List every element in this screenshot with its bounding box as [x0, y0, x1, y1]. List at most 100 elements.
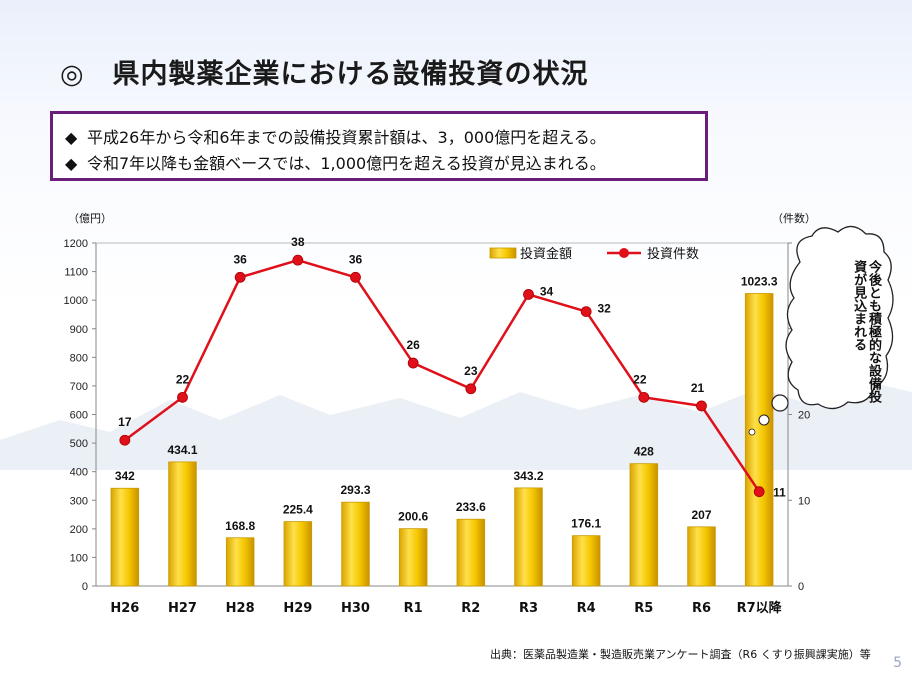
x-tick-label: H27	[168, 601, 197, 616]
bar	[225, 537, 255, 587]
line-value-label: 38	[291, 235, 305, 249]
bar	[168, 461, 197, 587]
left-tick-label: 500	[70, 438, 88, 450]
right-axis-unit: （件数）	[772, 212, 816, 225]
line-point	[407, 357, 419, 369]
x-tick-label: H30	[341, 601, 370, 616]
line-series	[119, 254, 765, 498]
line-value-label: 23	[464, 364, 478, 378]
bar	[283, 521, 313, 587]
left-tick-label: 400	[70, 467, 88, 479]
source-note: 出典：医薬品製造業・製造販売業アンケート調査（R6 くすり振興課実施）等	[490, 648, 871, 661]
bar	[687, 526, 716, 587]
line-value-label: 34	[540, 284, 554, 298]
left-tick-label: 800	[70, 352, 88, 364]
bar-value-label: 168.8	[225, 519, 255, 533]
line-value-label: 32	[597, 302, 611, 316]
diamond-icon: ◆	[65, 128, 78, 147]
left-tick-label: 100	[70, 552, 88, 564]
bubble-text: 今後とも積極的な設備投資が見込まれる	[851, 260, 881, 403]
bar-value-label: 233.6	[456, 500, 486, 514]
page-title: ◎ 県内製薬企業における設備投資の状況	[60, 59, 589, 90]
mountain-backdrop	[0, 380, 912, 470]
bar	[110, 487, 140, 587]
x-tick-label: R4	[577, 601, 596, 616]
left-tick-label: 1100	[64, 267, 88, 279]
x-tick-label: H28	[226, 601, 255, 616]
x-tick-label: H26	[110, 601, 139, 616]
line-value-label: 22	[176, 372, 190, 386]
line-point	[292, 254, 304, 266]
legend: 投資金額 投資件数	[489, 246, 699, 262]
summary-box: ◆ 平成26年から令和6年までの設備投資累計額は、3，000億円を超える。 ◆ 令和…	[50, 111, 708, 181]
line-value-label: 17	[118, 415, 132, 429]
left-tick-label: 600	[70, 410, 88, 422]
legend-bar-label: 投資金額	[520, 246, 572, 262]
bar	[341, 501, 370, 587]
left-tick-label: 700	[70, 381, 88, 393]
data-labels: 342 434.1 168.8 225.4 293.3 200.6 233.6 343.2 17…	[115, 235, 786, 533]
line-point	[350, 271, 361, 283]
summary-line-2: ◆ 令和7年以降も金額ベースでは、1,000億円を超える投資が見込まれる。	[65, 150, 606, 174]
bar	[571, 535, 601, 587]
right-tick-label: 20	[798, 410, 810, 422]
x-tick-label: R6	[692, 601, 711, 616]
line-value-label: 11	[773, 486, 786, 500]
x-tick-label: R1	[404, 601, 423, 616]
bar-value-label: 200.6	[398, 510, 428, 524]
line-value-label: 22	[633, 372, 647, 386]
bar	[398, 528, 428, 587]
x-tick-label: R3	[519, 601, 538, 616]
summary-text-2: 令和7年以降も金額ベースでは、1,000億円を超える投資が見込まれる。	[87, 154, 606, 173]
page-number: 5	[893, 655, 902, 671]
left-tick-label: 200	[70, 524, 88, 536]
left-tick-label: 1200	[64, 238, 88, 250]
summary-text-1: 平成26年から令和6年までの設備投資累計額は、3，000億円を超える。	[87, 128, 606, 147]
line-value-label: 36	[349, 252, 363, 266]
left-tick-label: 900	[70, 324, 88, 336]
bar-value-label: 1023.3	[741, 275, 778, 289]
bar-value-label: 225.4	[283, 503, 313, 517]
line-value-label: 26	[406, 338, 420, 352]
thought-bubble	[748, 225, 894, 436]
left-axis-unit: （億円）	[68, 212, 112, 225]
right-tick-label: 0	[798, 581, 804, 593]
x-tick-label: R2	[461, 601, 480, 616]
left-tick-label: 0	[82, 581, 88, 593]
summary-line-1: ◆ 平成26年から令和6年までの設備投資累計額は、3，000億円を超える。	[65, 124, 606, 148]
bar-value-label: 342	[115, 469, 135, 483]
diamond-icon: ◆	[65, 154, 78, 173]
bar-value-label: 207	[691, 508, 711, 522]
right-tick-label: 10	[798, 495, 810, 507]
bar	[456, 518, 486, 587]
legend-line-marker	[619, 248, 629, 258]
line-point	[753, 486, 765, 498]
line-point	[696, 400, 707, 412]
line-point	[234, 271, 246, 283]
bar	[744, 293, 774, 587]
bar-value-label: 434.1	[167, 443, 197, 457]
line-point	[580, 306, 592, 318]
x-tick-label: R5	[634, 601, 653, 616]
bar-value-label: 176.1	[571, 517, 601, 531]
left-tick-label: 300	[70, 495, 88, 507]
x-tick-label: H29	[283, 601, 312, 616]
bar	[629, 463, 659, 587]
bar-value-label: 343.2	[513, 469, 543, 483]
axes: 0100200300400500600700800900100011001200…	[64, 238, 811, 616]
line-point	[523, 289, 534, 300]
line-value-label: 21	[691, 381, 705, 395]
x-tick-label: R7以降	[737, 600, 783, 616]
line-point	[119, 434, 131, 446]
bar	[514, 487, 543, 587]
line-value-label: 36	[233, 252, 247, 266]
bar-value-label: 428	[634, 445, 654, 459]
bar-value-label: 293.3	[340, 483, 370, 497]
line-point	[465, 383, 477, 395]
bar-series	[110, 293, 774, 587]
line-point	[177, 391, 188, 403]
legend-bar-swatch	[489, 247, 517, 259]
legend-line-label: 投資件数	[647, 246, 699, 262]
left-tick-label: 1000	[64, 295, 88, 307]
